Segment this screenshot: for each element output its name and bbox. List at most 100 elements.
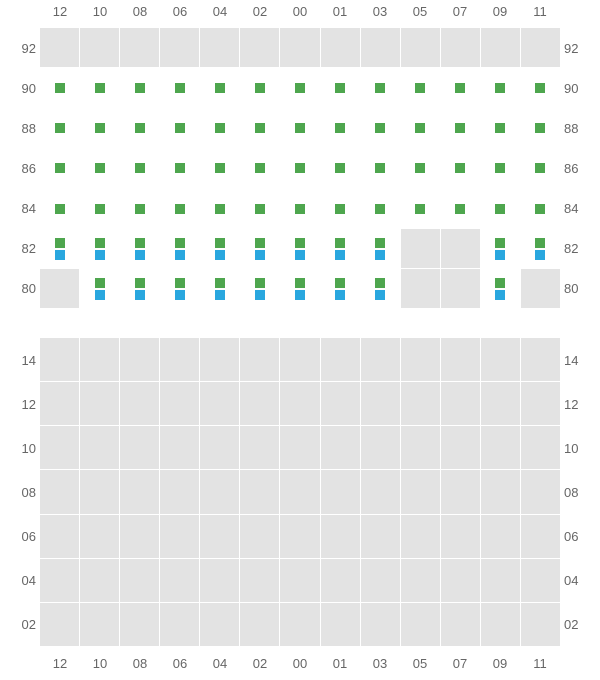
blue-marker — [535, 250, 545, 260]
grid-cell — [120, 603, 159, 646]
green-marker — [255, 278, 265, 288]
grid-cell — [80, 470, 119, 513]
grid-cell — [441, 426, 480, 469]
grid-cell — [401, 269, 440, 308]
grid-cell — [200, 108, 239, 147]
green-marker — [375, 278, 385, 288]
green-marker — [135, 204, 145, 214]
grid-cell — [401, 148, 440, 187]
grid-cell — [401, 338, 440, 381]
column-label: 08 — [120, 656, 160, 680]
green-marker — [95, 278, 105, 288]
grid-cell — [361, 426, 400, 469]
column-label: 11 — [520, 4, 560, 28]
grid-cell — [321, 148, 360, 187]
grid-cell — [441, 269, 480, 308]
grid-cell — [80, 603, 119, 646]
grid-cell — [200, 189, 239, 228]
grid-cell — [321, 470, 360, 513]
grid-cell — [481, 470, 520, 513]
grid-cell — [80, 382, 119, 425]
grid-cell — [280, 382, 319, 425]
blue-marker — [295, 250, 305, 260]
grid-cell — [280, 559, 319, 602]
grid-cell — [280, 229, 319, 268]
grid-cell — [120, 148, 159, 187]
grid-cell — [481, 189, 520, 228]
grid-cell — [120, 229, 159, 268]
column-label: 03 — [360, 656, 400, 680]
grid-cell — [200, 229, 239, 268]
column-label: 10 — [80, 4, 120, 28]
column-label: 12 — [40, 4, 80, 28]
grid-cell — [120, 28, 159, 67]
row-label: 12 — [4, 382, 38, 426]
green-marker — [215, 278, 225, 288]
green-marker — [335, 278, 345, 288]
green-marker — [295, 204, 305, 214]
column-label: 11 — [520, 656, 560, 680]
green-marker — [175, 238, 185, 248]
green-marker — [415, 83, 425, 93]
blue-marker — [375, 250, 385, 260]
grid-cell — [361, 189, 400, 228]
grid-cell — [200, 269, 239, 308]
green-marker — [535, 83, 545, 93]
grid-cell — [80, 515, 119, 558]
grid-cell — [361, 382, 400, 425]
grid-cell — [401, 28, 440, 67]
blue-marker — [335, 290, 345, 300]
green-marker — [495, 163, 505, 173]
grid-cell — [481, 559, 520, 602]
grid-cell — [40, 515, 79, 558]
grid-cell — [361, 603, 400, 646]
green-marker — [415, 204, 425, 214]
green-marker — [495, 204, 505, 214]
grid-cell — [200, 426, 239, 469]
blue-marker — [335, 250, 345, 260]
grid-cell — [481, 148, 520, 187]
grid-cell — [361, 68, 400, 107]
grid-cell — [280, 148, 319, 187]
blue-marker — [495, 290, 505, 300]
grid-cell — [441, 28, 480, 67]
grid-cell — [120, 515, 159, 558]
grid-cell — [40, 269, 79, 308]
grid-cell — [160, 470, 199, 513]
blue-marker — [175, 250, 185, 260]
grid-cell — [441, 189, 480, 228]
green-marker — [535, 163, 545, 173]
grid-cell — [321, 559, 360, 602]
row-label: 82 — [4, 228, 38, 268]
grid-cell — [321, 382, 360, 425]
grid-cell — [40, 382, 79, 425]
grid-cell — [361, 470, 400, 513]
row-label: 86 — [4, 148, 38, 188]
row-labels-bottom-left: 14121008060402 — [4, 338, 38, 646]
grid-cell — [280, 470, 319, 513]
grid-cell — [521, 338, 560, 381]
green-marker — [295, 123, 305, 133]
grid-cell — [441, 108, 480, 147]
grid-cell — [361, 148, 400, 187]
grid-cell — [361, 229, 400, 268]
grid-cell — [441, 338, 480, 381]
grid-cell — [521, 269, 560, 308]
green-marker — [135, 83, 145, 93]
green-marker — [215, 238, 225, 248]
green-marker — [335, 83, 345, 93]
green-marker — [215, 83, 225, 93]
grid-cell — [80, 559, 119, 602]
grid-cell — [80, 28, 119, 67]
grid-cell — [80, 426, 119, 469]
column-label: 03 — [360, 4, 400, 28]
row-label: 08 — [562, 470, 596, 514]
grid-cell — [120, 189, 159, 228]
grid-cell — [120, 426, 159, 469]
grid-cell — [120, 559, 159, 602]
grid-cell — [280, 603, 319, 646]
grid-cell — [200, 515, 239, 558]
grid-cell — [40, 148, 79, 187]
row-label: 12 — [562, 382, 596, 426]
grid-cell — [321, 68, 360, 107]
